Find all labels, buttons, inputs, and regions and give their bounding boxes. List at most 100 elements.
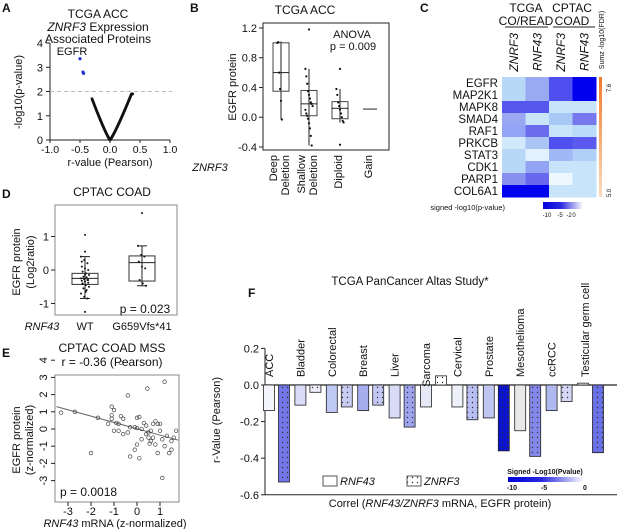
bar-rnf43	[451, 384, 464, 408]
panel-e-title: CPTAC COAD MSS	[58, 341, 165, 355]
row-label: COL6A1	[454, 186, 498, 198]
data-point	[80, 279, 83, 282]
data-point	[305, 112, 308, 115]
y-tick-label: 1	[37, 111, 43, 123]
data-point	[143, 255, 146, 258]
data-point	[169, 438, 174, 444]
data-point	[118, 360, 124, 365]
outlier-point	[338, 67, 342, 70]
data-point	[147, 441, 152, 446]
y-tick-label: -0.6	[240, 490, 259, 502]
data-point	[167, 450, 172, 456]
data-point	[80, 260, 83, 263]
box-iqr	[300, 89, 318, 117]
heatmap-cell	[525, 149, 550, 162]
data-point	[82, 275, 85, 278]
y-tick-label: -0.2	[240, 417, 259, 429]
heatmap-cell	[525, 137, 550, 150]
data-point	[86, 262, 89, 265]
column-label: ZNRF3	[554, 33, 568, 73]
category-label: ccRCC	[547, 342, 559, 377]
heatmap-cell	[502, 161, 526, 174]
data-point	[80, 277, 82, 280]
data-point	[162, 379, 167, 384]
box-iqr	[331, 101, 349, 120]
x-tick-label: -3	[63, 506, 73, 518]
x-tick-label: -1	[109, 506, 119, 518]
heatmap-cell	[525, 101, 550, 114]
legend-label-znrf3: ZNRF3	[423, 476, 460, 488]
y-tick-label: 0	[43, 265, 49, 277]
data-point	[141, 420, 147, 426]
data-point	[84, 280, 86, 283]
colorbar-tick: 0	[583, 485, 587, 492]
y-axis-label: EGFR protein	[11, 406, 23, 473]
bar-rnf43	[325, 384, 338, 413]
data-point	[338, 108, 342, 111]
data-point	[88, 285, 90, 288]
box-iqr	[272, 42, 290, 92]
protein-point	[131, 92, 135, 96]
heatmap-cell	[572, 125, 597, 138]
data-point	[173, 428, 179, 433]
data-point	[144, 423, 149, 428]
colorbar-label: Signed -Log10(Pvalue)	[507, 469, 582, 476]
group-label: Deep	[268, 155, 280, 181]
data-point	[58, 410, 64, 415]
data-point	[111, 428, 117, 433]
data-point	[141, 265, 143, 268]
data-point	[307, 90, 310, 93]
row-label: CDK1	[467, 162, 498, 174]
bar-dot-pattern	[372, 385, 384, 406]
outlier-point	[84, 250, 86, 253]
group-label: Diploid	[333, 155, 345, 189]
x-tick-label: 0.0	[103, 144, 118, 156]
x-tick-label: -1.0	[41, 144, 59, 156]
heatmap-cell	[549, 137, 573, 150]
data-point	[80, 265, 83, 268]
data-point	[279, 87, 282, 91]
heatmap-cell	[502, 185, 526, 198]
data-point	[338, 104, 341, 108]
bar-dot-pattern	[309, 385, 321, 393]
data-point	[85, 289, 88, 292]
y-tick-label: -0.4	[240, 453, 259, 465]
heatmap-cell	[572, 77, 597, 90]
panel-letter: E	[2, 346, 10, 360]
data-point	[84, 274, 86, 277]
data-point	[109, 416, 114, 421]
heatmap-cell	[572, 149, 597, 162]
panel-letter: D	[2, 187, 11, 201]
regression-line	[56, 406, 179, 441]
y-tick-label: -0.4	[238, 142, 257, 154]
group-label: Gain	[363, 155, 375, 178]
bar-rnf43	[263, 384, 275, 412]
heatmap-cell	[502, 173, 526, 186]
y-tick-label: 0.0	[242, 112, 257, 124]
category-label: Mesothelioma	[515, 308, 527, 377]
x-axis-gene-label: RNF43	[25, 321, 61, 333]
outlier-point	[338, 143, 342, 146]
color-legend-tick: -10	[543, 213, 552, 219]
panel-a-subtitle-2: Associated Proteins	[45, 32, 151, 46]
heatmap-cell	[549, 89, 573, 102]
data-point	[134, 415, 140, 420]
x-tick-label: 1	[157, 506, 163, 518]
egfr-annotation: EGFR	[57, 46, 88, 58]
egfr-point	[78, 57, 82, 61]
panel-b-title: TCGA ACC	[275, 3, 336, 17]
data-point	[80, 255, 82, 258]
data-point	[169, 447, 174, 452]
heatmap-cell	[525, 113, 550, 126]
heatmap-cell	[502, 125, 526, 138]
y-tick-label: 0	[37, 135, 43, 147]
x-tick-label: 0.5	[133, 144, 148, 156]
y-tick-label: 2	[38, 392, 50, 398]
data-point	[139, 437, 144, 442]
group-label: Shallow	[296, 155, 308, 194]
data-point	[150, 421, 156, 426]
bar-rnf43	[420, 384, 432, 408]
y-axis-label: EGFR protein	[11, 228, 23, 295]
data-point	[310, 144, 313, 147]
